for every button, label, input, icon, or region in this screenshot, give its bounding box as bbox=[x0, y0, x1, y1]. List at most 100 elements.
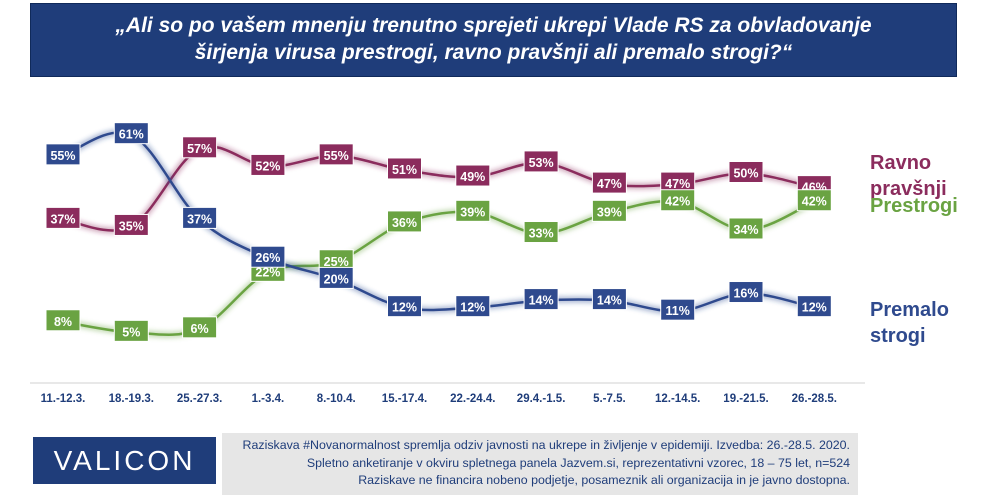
data-label-box bbox=[387, 157, 422, 180]
footnote: Raziskava #Novanormalnost spremlja odziv… bbox=[222, 433, 858, 495]
data-label-ravno-pravsnji: 55% bbox=[318, 143, 354, 166]
data-label-box bbox=[182, 316, 218, 339]
data-label-ravno-pravsnji: 57% bbox=[182, 136, 218, 159]
data-label-box bbox=[182, 136, 218, 159]
valicon-logo: VALICON bbox=[33, 437, 216, 484]
data-label-box bbox=[660, 298, 696, 321]
data-label-prestrogi: 33% bbox=[523, 221, 559, 244]
title-line-1: „Ali so po vašem mnenju trenutno sprejet… bbox=[115, 14, 872, 37]
line-chart: 37%35%57%52%55%51%49%53%47% 47%50%46%8%5%… bbox=[30, 122, 958, 405]
data-label-text: 8% bbox=[54, 315, 72, 329]
data-label-text: 14% bbox=[597, 294, 622, 308]
data-label-ravno-pravsnji: 51% bbox=[387, 157, 422, 180]
x-tick-label: 1.-3.4. bbox=[252, 393, 285, 405]
data-label-box bbox=[318, 143, 354, 166]
data-label-box bbox=[523, 150, 559, 173]
data-label-ravno-pravsnji: 53% bbox=[523, 150, 559, 173]
data-label-premalo-strogi: 37% bbox=[182, 206, 218, 229]
data-label-layer: 37%35%57%52%55%51%49%53%47% 47%50%46%8%5%… bbox=[45, 122, 832, 342]
data-label-ravno-pravsnji: 47% bbox=[660, 171, 696, 194]
data-label-box bbox=[113, 122, 149, 145]
data-label-premalo-strogi: 20% bbox=[318, 266, 354, 289]
data-label-ravno-pravsnji: 47% bbox=[591, 171, 627, 194]
data-label-text: 51% bbox=[392, 163, 417, 177]
data-label-ravno-pravsnji: 37% bbox=[45, 206, 81, 229]
title-banner: „Ali so po vašem mnenju trenutno sprejet… bbox=[30, 3, 957, 77]
data-label-box bbox=[182, 206, 218, 229]
data-label-text: 42% bbox=[802, 195, 827, 209]
data-label-text: 61% bbox=[119, 128, 144, 142]
footnote-line-3: Raziskave ne financira nobeno podjetje, … bbox=[358, 473, 850, 487]
data-label-text: 47% bbox=[665, 177, 690, 191]
data-label-box bbox=[728, 281, 764, 304]
x-tick-label: 11.-12.3. bbox=[41, 393, 86, 405]
series-line-premalo-strogi bbox=[61, 131, 816, 313]
data-label-prestrogi: 8% bbox=[45, 309, 81, 332]
data-label-text: 11% bbox=[666, 304, 690, 318]
x-tick-label: 26.-28.5. bbox=[792, 393, 837, 405]
data-label-box bbox=[45, 309, 81, 332]
data-label-box bbox=[591, 199, 627, 222]
data-label-box bbox=[455, 295, 491, 318]
data-label-premalo-strogi: 16% bbox=[728, 281, 764, 304]
data-label-text: 55% bbox=[50, 149, 75, 163]
data-label-text: 6% bbox=[191, 322, 209, 336]
data-label-box bbox=[591, 288, 627, 311]
data-label-text: 50% bbox=[733, 167, 758, 181]
legend-premalo-strogi-line-1: Premalo bbox=[870, 299, 949, 321]
x-tick-label: 18.-19.3. bbox=[109, 393, 154, 405]
data-label-text: 33% bbox=[529, 227, 554, 241]
x-tick-label: 22.-24.4. bbox=[450, 393, 495, 405]
x-tick-label: 5.-7.5. bbox=[593, 393, 626, 405]
chart-title: „Ali so po vašem mnenju trenutno sprejet… bbox=[31, 12, 956, 66]
data-label-text: 49% bbox=[460, 170, 485, 184]
data-label-premalo-strogi: 11% bbox=[660, 298, 696, 321]
data-label-box bbox=[387, 210, 422, 233]
data-label-text: 22% bbox=[255, 265, 280, 279]
data-label-premalo-strogi: 26% bbox=[250, 245, 286, 268]
data-label-prestrogi: 6% bbox=[182, 316, 218, 339]
data-label-premalo-strogi: 14% bbox=[591, 288, 627, 311]
data-label-text: 12% bbox=[460, 301, 485, 315]
footnote-line-2: Spletno anketiranje v okviru spletnega p… bbox=[306, 455, 850, 470]
data-label-text: 47% bbox=[597, 177, 622, 191]
data-label-box bbox=[45, 143, 81, 166]
series-line-prestrogi bbox=[61, 199, 816, 337]
data-label-prestrogi: 36% bbox=[387, 210, 422, 233]
x-tick-label: 15.-17.4. bbox=[382, 393, 427, 405]
data-label-text: 39% bbox=[460, 205, 485, 219]
data-label-text: 55% bbox=[324, 149, 349, 163]
x-tick-label: 8.-10.4. bbox=[317, 393, 356, 405]
data-label-box bbox=[318, 266, 354, 289]
series-glow-premalo-strogi bbox=[61, 128, 816, 315]
data-label-text: 5% bbox=[122, 325, 140, 339]
x-tick-label: 25.-27.3. bbox=[177, 393, 222, 405]
data-label-box bbox=[250, 153, 286, 176]
data-label-text: 34% bbox=[733, 223, 758, 237]
data-label-text: 12% bbox=[802, 301, 827, 315]
data-label-box bbox=[455, 164, 491, 187]
data-label-text: 39% bbox=[597, 205, 622, 219]
data-label-box bbox=[591, 171, 627, 194]
data-label-prestrogi: 25% bbox=[318, 249, 354, 272]
data-label-box bbox=[387, 295, 422, 318]
data-label-premalo-strogi: 12% bbox=[796, 295, 832, 318]
data-label-box bbox=[728, 161, 764, 183]
x-tick-label: 29.4.-1.5. bbox=[517, 393, 566, 405]
data-label-premalo-strogi: 61% bbox=[113, 122, 149, 145]
data-label-text: 14% bbox=[529, 294, 554, 308]
data-label-text: 53% bbox=[529, 156, 554, 170]
series-layer bbox=[61, 128, 816, 339]
data-label-box bbox=[45, 206, 81, 229]
data-label-text: 36% bbox=[392, 216, 417, 230]
data-label-text: 37% bbox=[187, 212, 212, 226]
data-label-premalo-strogi: 12% bbox=[455, 295, 491, 318]
data-label-text: 42% bbox=[665, 195, 690, 209]
data-label-premalo-strogi: 55% bbox=[45, 143, 81, 166]
data-label-box bbox=[113, 213, 149, 236]
data-label-text: 52% bbox=[255, 159, 280, 173]
data-label-text: 20% bbox=[324, 272, 349, 286]
data-label-text: 57% bbox=[187, 142, 212, 156]
legend-ravno-pravsnji-line-1: Ravno bbox=[870, 152, 931, 174]
